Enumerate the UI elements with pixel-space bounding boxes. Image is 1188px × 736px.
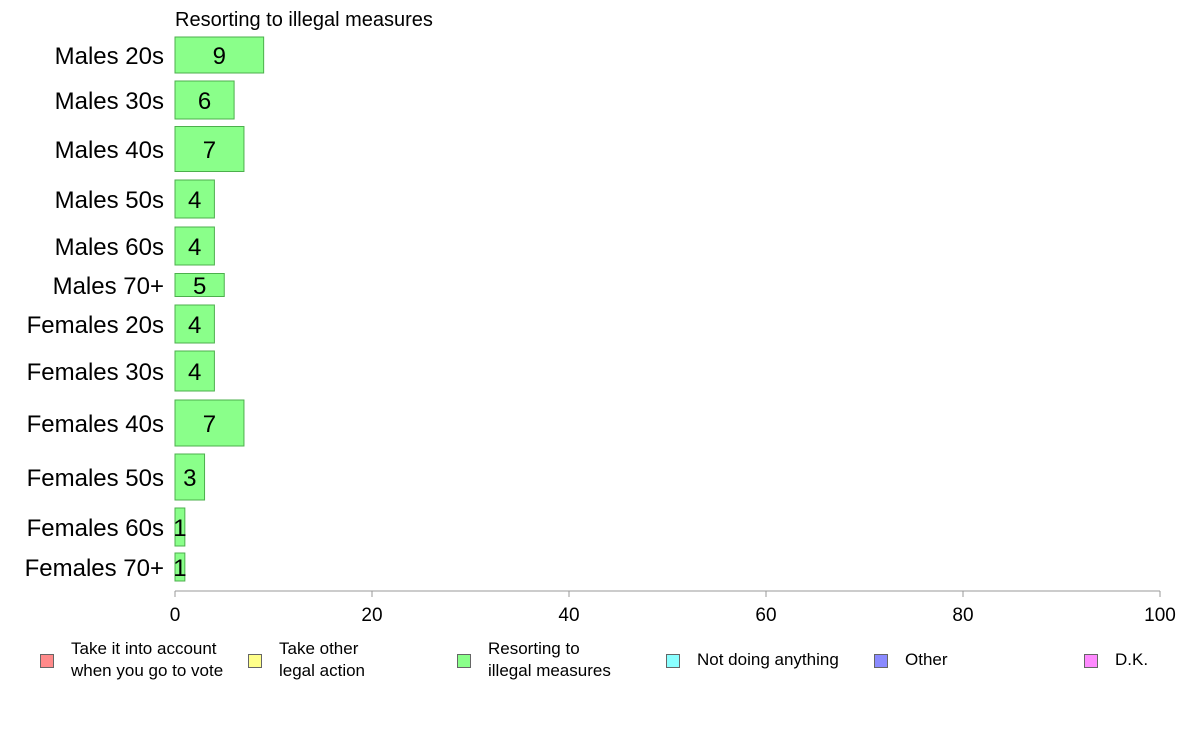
legend-swatch (248, 654, 262, 668)
legend-label: Take it into account when you go to vote (71, 639, 224, 680)
bar (174, 453, 206, 501)
x-tick-label: 60 (755, 605, 776, 626)
value-label: 7 (203, 137, 216, 164)
category-label: Females 60s (27, 515, 164, 542)
legend-swatch (457, 654, 471, 668)
value-label: 4 (188, 234, 201, 261)
value-label: 9 (213, 43, 226, 70)
value-label: 4 (188, 187, 201, 214)
legend-item: Take other legal action (248, 636, 365, 684)
category-label: Males 50s (55, 187, 164, 214)
category-label: Males 30s (55, 88, 164, 115)
category-label: Males 60s (55, 234, 164, 261)
legend-label: Not doing anything (697, 650, 839, 669)
bar (174, 273, 225, 297)
legend-swatch (666, 654, 680, 668)
category-label: Females 30s (27, 359, 164, 386)
bar (174, 304, 215, 344)
category-label: Males 70+ (53, 273, 164, 300)
bar (174, 552, 186, 582)
legend-label: Take other legal action (279, 639, 366, 680)
legend-item: Other (874, 636, 948, 684)
chart-title: Resorting to illegal measures (175, 9, 433, 31)
value-label: 1 (173, 515, 186, 542)
x-axis: 0 20 40 60 80 100 (170, 590, 1176, 626)
value-label: 1 (173, 555, 186, 582)
legend-label: Resorting to illegal measures (488, 639, 611, 680)
x-tick-label: 40 (558, 605, 579, 626)
value-label: 5 (193, 273, 206, 300)
legend-item: Not doing anything (666, 636, 839, 684)
legend-item: Take it into account when you go to vote (40, 636, 223, 684)
legend-swatch (874, 654, 888, 668)
value-label: 4 (188, 312, 201, 339)
bars-group: Males 20s 9 Males 30s 6 Males 40s 7 Males 50s 4… (25, 36, 265, 582)
value-label: 4 (188, 359, 201, 386)
category-label: Females 20s (27, 312, 164, 339)
legend-item: Resorting to illegal measures (457, 636, 611, 684)
bar (174, 80, 235, 120)
bar (174, 179, 215, 219)
bar-chart: Resorting to illegal measures Males 20s 9… (25, 9, 1176, 626)
value-label: 6 (198, 88, 211, 115)
bar (174, 350, 215, 392)
x-tick-label: 20 (361, 605, 382, 626)
x-tick-label: 0 (170, 605, 181, 626)
bar (174, 226, 215, 266)
category-label: Females 40s (27, 411, 164, 438)
category-label: Females 70+ (25, 555, 164, 582)
bar (174, 507, 186, 547)
bar (174, 399, 245, 447)
bar (174, 36, 265, 74)
legend-swatch (40, 654, 54, 668)
legend-swatch (1084, 654, 1098, 668)
bar (174, 126, 245, 172)
legend-label: Other (905, 650, 948, 669)
category-label: Males 20s (55, 43, 164, 70)
category-label: Males 40s (55, 137, 164, 164)
legend-label: D.K. (1115, 650, 1149, 669)
value-label: 7 (203, 411, 216, 438)
category-label: Females 50s (27, 465, 164, 492)
legend-item: D.K. (1084, 636, 1148, 684)
value-label: 3 (183, 465, 196, 492)
x-tick-label: 100 (1144, 605, 1176, 626)
x-tick-label: 80 (952, 605, 973, 626)
legend: Take it into account when you go to vote… (0, 636, 1188, 696)
